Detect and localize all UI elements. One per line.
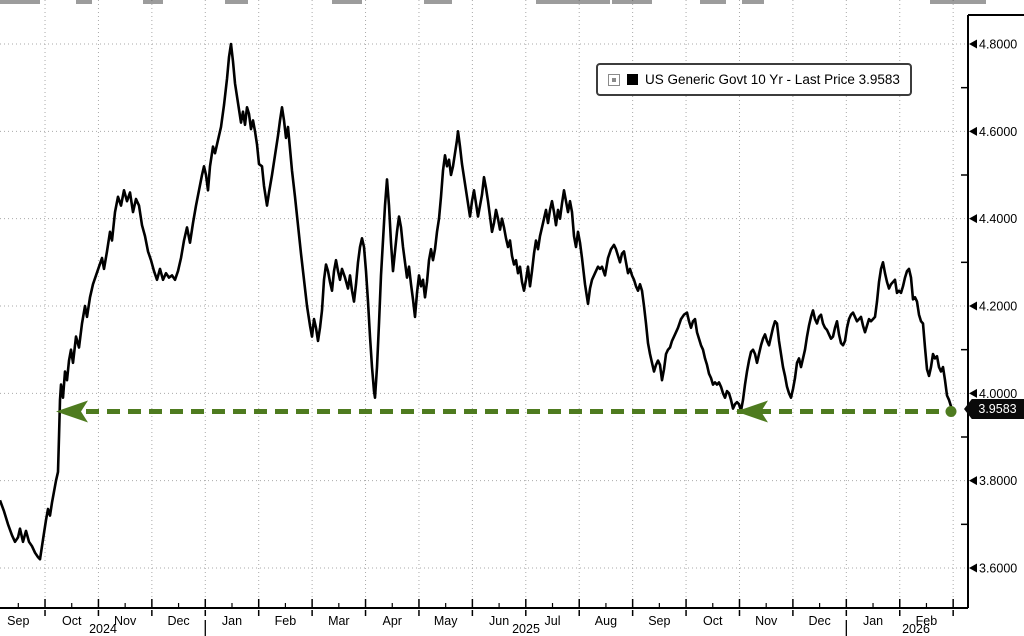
x-axis-month-label: Dec (167, 614, 189, 628)
y-axis-tick-arrow (969, 301, 977, 311)
x-axis-month-label: Mar (328, 614, 350, 628)
x-axis-month-label: Aug (595, 614, 617, 628)
y-axis-tick-label: 4.2000 (979, 300, 1017, 314)
x-axis-month-label: Jan (222, 614, 242, 628)
y-axis-tick-arrow (969, 476, 977, 486)
cropped-title-remnant (700, 0, 726, 4)
x-axis-month-label: Jun (489, 614, 509, 628)
last-price-tag: 3.9583 (964, 399, 1024, 419)
y-axis-tick-label: 4.8000 (979, 38, 1017, 52)
cropped-title-remnant (143, 0, 163, 4)
x-axis-month-label: Feb (275, 614, 297, 628)
x-axis-month-label: Jul (545, 614, 561, 628)
x-axis-month-label: Sep (648, 614, 670, 628)
cropped-title-remnant (930, 0, 986, 4)
expand-box-icon[interactable] (608, 73, 620, 86)
y-axis-tick-arrow (969, 563, 977, 573)
x-axis-month-label: Apr (383, 614, 402, 628)
expand-box-dot (612, 77, 616, 82)
x-axis-month-label: Oct (703, 614, 723, 628)
x-axis-year-label: 2026 (902, 622, 930, 636)
y-axis-tick-label: 4.0000 (979, 387, 1017, 401)
x-axis-month-label: May (434, 614, 458, 628)
annotation-left-arrowhead (736, 400, 768, 423)
y-axis-tick-arrow (969, 126, 977, 136)
annotation-endpoint-dot (945, 406, 957, 418)
x-axis-month-label: Jan (863, 614, 883, 628)
cropped-title-remnant (424, 0, 452, 4)
x-axis-month-label: Dec (808, 614, 830, 628)
y-axis-tick-label: 3.6000 (979, 562, 1017, 576)
y-axis-tick-arrow (969, 39, 977, 49)
last-price-value: 3.9583 (978, 402, 1017, 416)
cropped-title-remnant (225, 0, 248, 4)
legend-label: US Generic Govt 10 Yr - Last Price 3.958… (645, 72, 900, 87)
x-axis-month-label: Sep (7, 614, 29, 628)
x-axis-month-label: Nov (114, 614, 137, 628)
cropped-title-remnant (76, 0, 92, 4)
x-axis-year-label: 2025 (512, 622, 540, 636)
x-axis-year-label: 2024 (89, 622, 117, 636)
x-axis-month-label: Oct (62, 614, 82, 628)
cropped-title-remnant (612, 0, 652, 4)
y-axis-tick-arrow (969, 388, 977, 398)
price-line-series (0, 42, 955, 561)
series-color-swatch (627, 74, 638, 85)
legend-box[interactable]: US Generic Govt 10 Yr - Last Price 3.958… (596, 63, 912, 96)
cropped-title-remnant (742, 0, 764, 4)
x-axis-month-label: Feb (916, 614, 938, 628)
cropped-title-remnant (332, 0, 362, 4)
cropped-title-remnant (536, 0, 610, 4)
y-axis-tick-label: 4.4000 (979, 212, 1017, 226)
x-axis-month-label: Nov (755, 614, 778, 628)
cropped-title-remnant (0, 0, 40, 4)
y-axis-tick-arrow (969, 214, 977, 224)
annotation-left-arrowhead (56, 400, 88, 423)
y-axis-tick-label: 3.8000 (979, 474, 1017, 488)
y-axis-tick-label: 4.6000 (979, 125, 1017, 139)
